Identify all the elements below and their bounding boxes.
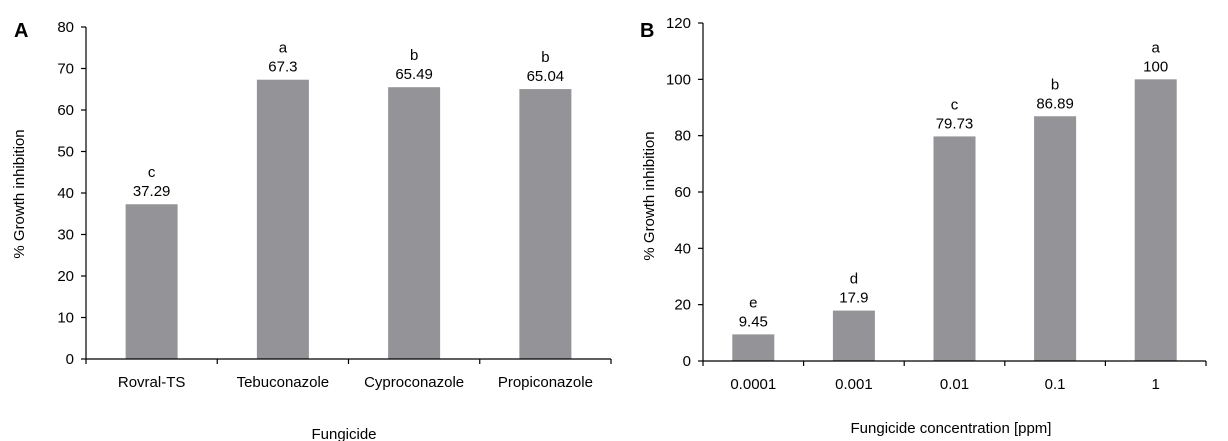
y-tick-label: 0	[683, 353, 691, 370]
y-axis-label-b: % Growth inhibition	[641, 131, 658, 260]
x-category-label: 1	[1152, 376, 1160, 393]
bar	[1034, 116, 1077, 362]
y-ticks-b: 0 20 40 60 80 100 120	[666, 15, 703, 370]
panel-label-b: B	[640, 20, 654, 42]
y-ticks-a: 0 10 20 30 40 50 60 70 80	[57, 19, 86, 368]
y-axis-label-a: % Growth inhibition	[11, 129, 28, 258]
bar-value-label: 9.45	[739, 313, 768, 330]
x-category-label: Rovral-TS	[118, 374, 186, 391]
significance-letter: d	[850, 271, 858, 288]
bar	[256, 79, 309, 359]
bar-value-label: 79.73	[936, 115, 974, 132]
y-tick-label: 60	[57, 102, 74, 119]
y-tick-label: 80	[674, 128, 691, 145]
bar-value-label: 65.04	[527, 68, 565, 85]
x-category-label: Tebuconazole	[237, 374, 330, 391]
x-axis-label-a: Fungicide	[311, 426, 376, 441]
x-category-label: Cyproconazole	[364, 374, 464, 391]
y-tick-label: 10	[57, 310, 74, 327]
bar-value-label: 67.3	[268, 59, 297, 76]
bars-b: 9.45 e 0.0001 17.9 d 0.001 79.73 c 0.01 86.89 b 0.1…	[702, 39, 1207, 393]
y-tick-label: 120	[666, 15, 691, 32]
bar	[1134, 79, 1177, 361]
y-tick-label: 40	[57, 185, 74, 202]
y-tick-label: 20	[674, 297, 691, 314]
y-tick-label: 100	[666, 71, 691, 88]
bar	[125, 204, 178, 359]
significance-letter: a	[1152, 39, 1161, 56]
y-tick-label: 0	[66, 351, 74, 368]
y-tick-label: 50	[57, 144, 74, 161]
bar	[933, 136, 976, 361]
bar	[388, 87, 441, 360]
bar-value-label: 100	[1143, 58, 1168, 75]
bars-a: 37.29 c Rovral-TS 67.3 a Tebuconazole 65.49 b Cy…	[85, 40, 612, 391]
y-tick-label: 70	[57, 61, 74, 78]
significance-letter: e	[749, 294, 757, 311]
x-category-label: 0.0001	[730, 376, 776, 393]
significance-letter: b	[541, 49, 549, 66]
significance-letter: b	[1051, 76, 1059, 93]
y-tick-label: 20	[57, 268, 74, 285]
bar-value-label: 17.9	[839, 290, 868, 307]
y-tick-label: 40	[674, 240, 691, 257]
significance-letter: a	[279, 40, 288, 57]
chart-panel-a: A % Growth inhibition Fungicide 0 10 20 30 4…	[11, 19, 612, 441]
y-tick-label: 60	[674, 184, 691, 201]
significance-letter: c	[148, 164, 156, 181]
bar-value-label: 65.49	[395, 66, 433, 83]
significance-letter: b	[410, 47, 418, 64]
chart-panel-b: B % Growth inhibition Fungicide concentr…	[640, 15, 1207, 437]
bar-value-label: 37.29	[133, 183, 171, 200]
x-category-label: 0.1	[1045, 376, 1066, 393]
bar-value-label: 86.89	[1036, 95, 1074, 112]
y-tick-label: 80	[57, 19, 74, 36]
x-axis-label-b: Fungicide concentration [ppm]	[851, 420, 1052, 437]
x-category-label: 0.001	[835, 376, 873, 393]
bar	[832, 310, 875, 361]
y-tick-label: 30	[57, 227, 74, 244]
bar	[519, 89, 572, 360]
x-category-label: 0.01	[940, 376, 969, 393]
significance-letter: c	[951, 96, 959, 113]
panel-label-a: A	[14, 20, 28, 42]
x-category-label: Propiconazole	[498, 374, 593, 391]
bar	[732, 334, 775, 361]
